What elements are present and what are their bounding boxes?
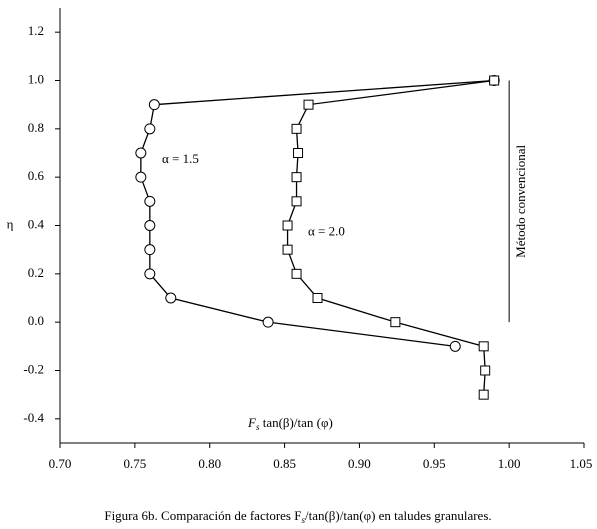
reference-label: Método convencional bbox=[513, 144, 528, 257]
y-tick-label: 0.0 bbox=[28, 313, 44, 328]
x-axis-label: Fs tan(β)/tan (φ) bbox=[247, 415, 333, 432]
y-tick-label: 0.4 bbox=[28, 216, 45, 231]
point bbox=[135, 171, 147, 183]
x-tick-label: 0.80 bbox=[198, 456, 221, 471]
point bbox=[291, 123, 302, 134]
x-tick-label: 0.95 bbox=[423, 456, 446, 471]
point bbox=[449, 340, 461, 352]
point bbox=[144, 244, 156, 256]
point bbox=[291, 268, 302, 279]
y-tick-label: 1.0 bbox=[28, 71, 44, 86]
series-label: α = 1.5 bbox=[162, 151, 199, 166]
point bbox=[135, 147, 147, 159]
point bbox=[312, 293, 323, 303]
y-tick-label: -0.4 bbox=[23, 410, 44, 425]
y-tick-label: 0.2 bbox=[28, 265, 44, 280]
point bbox=[291, 172, 302, 183]
point bbox=[293, 148, 304, 158]
point bbox=[303, 99, 314, 110]
x-tick-label: 1.05 bbox=[570, 456, 593, 471]
point bbox=[480, 365, 491, 376]
caption: Figura 6b. Comparación de factores Fs/ta… bbox=[104, 508, 491, 525]
x-label-main: F bbox=[247, 415, 257, 430]
point bbox=[144, 220, 156, 231]
caption-rest: /tan(β)/tan(φ) en taludes granulares. bbox=[305, 508, 492, 523]
point bbox=[144, 123, 156, 135]
y-tick-label: 0.8 bbox=[28, 120, 44, 135]
point bbox=[148, 99, 160, 111]
y-axis-label: η bbox=[7, 216, 14, 231]
x-label-sub: s bbox=[256, 422, 260, 432]
point bbox=[144, 268, 156, 280]
x-tick-label: 0.75 bbox=[123, 456, 146, 471]
series-label: α = 2.0 bbox=[308, 224, 345, 239]
x-tick-label: 0.70 bbox=[49, 456, 72, 471]
point bbox=[390, 317, 401, 328]
y-tick-label: 0.6 bbox=[28, 168, 45, 183]
series-line bbox=[140, 79, 495, 347]
point bbox=[282, 244, 293, 255]
point bbox=[478, 341, 489, 352]
caption-sub: s bbox=[301, 515, 305, 525]
x-tick-label: 0.90 bbox=[348, 456, 371, 471]
y-tick-label: 1.2 bbox=[28, 23, 44, 38]
x-tick-label: 1.00 bbox=[498, 456, 521, 471]
point bbox=[478, 389, 489, 400]
point bbox=[144, 195, 156, 207]
point bbox=[165, 292, 177, 304]
point bbox=[489, 75, 500, 86]
point bbox=[291, 196, 302, 207]
y-tick-label: -0.2 bbox=[23, 361, 44, 376]
point bbox=[262, 316, 274, 328]
x-label-rest: tan(β)/tan (φ) bbox=[259, 415, 332, 430]
caption-main: Figura 6b. Comparación de factores F bbox=[104, 508, 301, 523]
x-tick-label: 0.85 bbox=[273, 456, 296, 471]
point bbox=[282, 220, 293, 231]
